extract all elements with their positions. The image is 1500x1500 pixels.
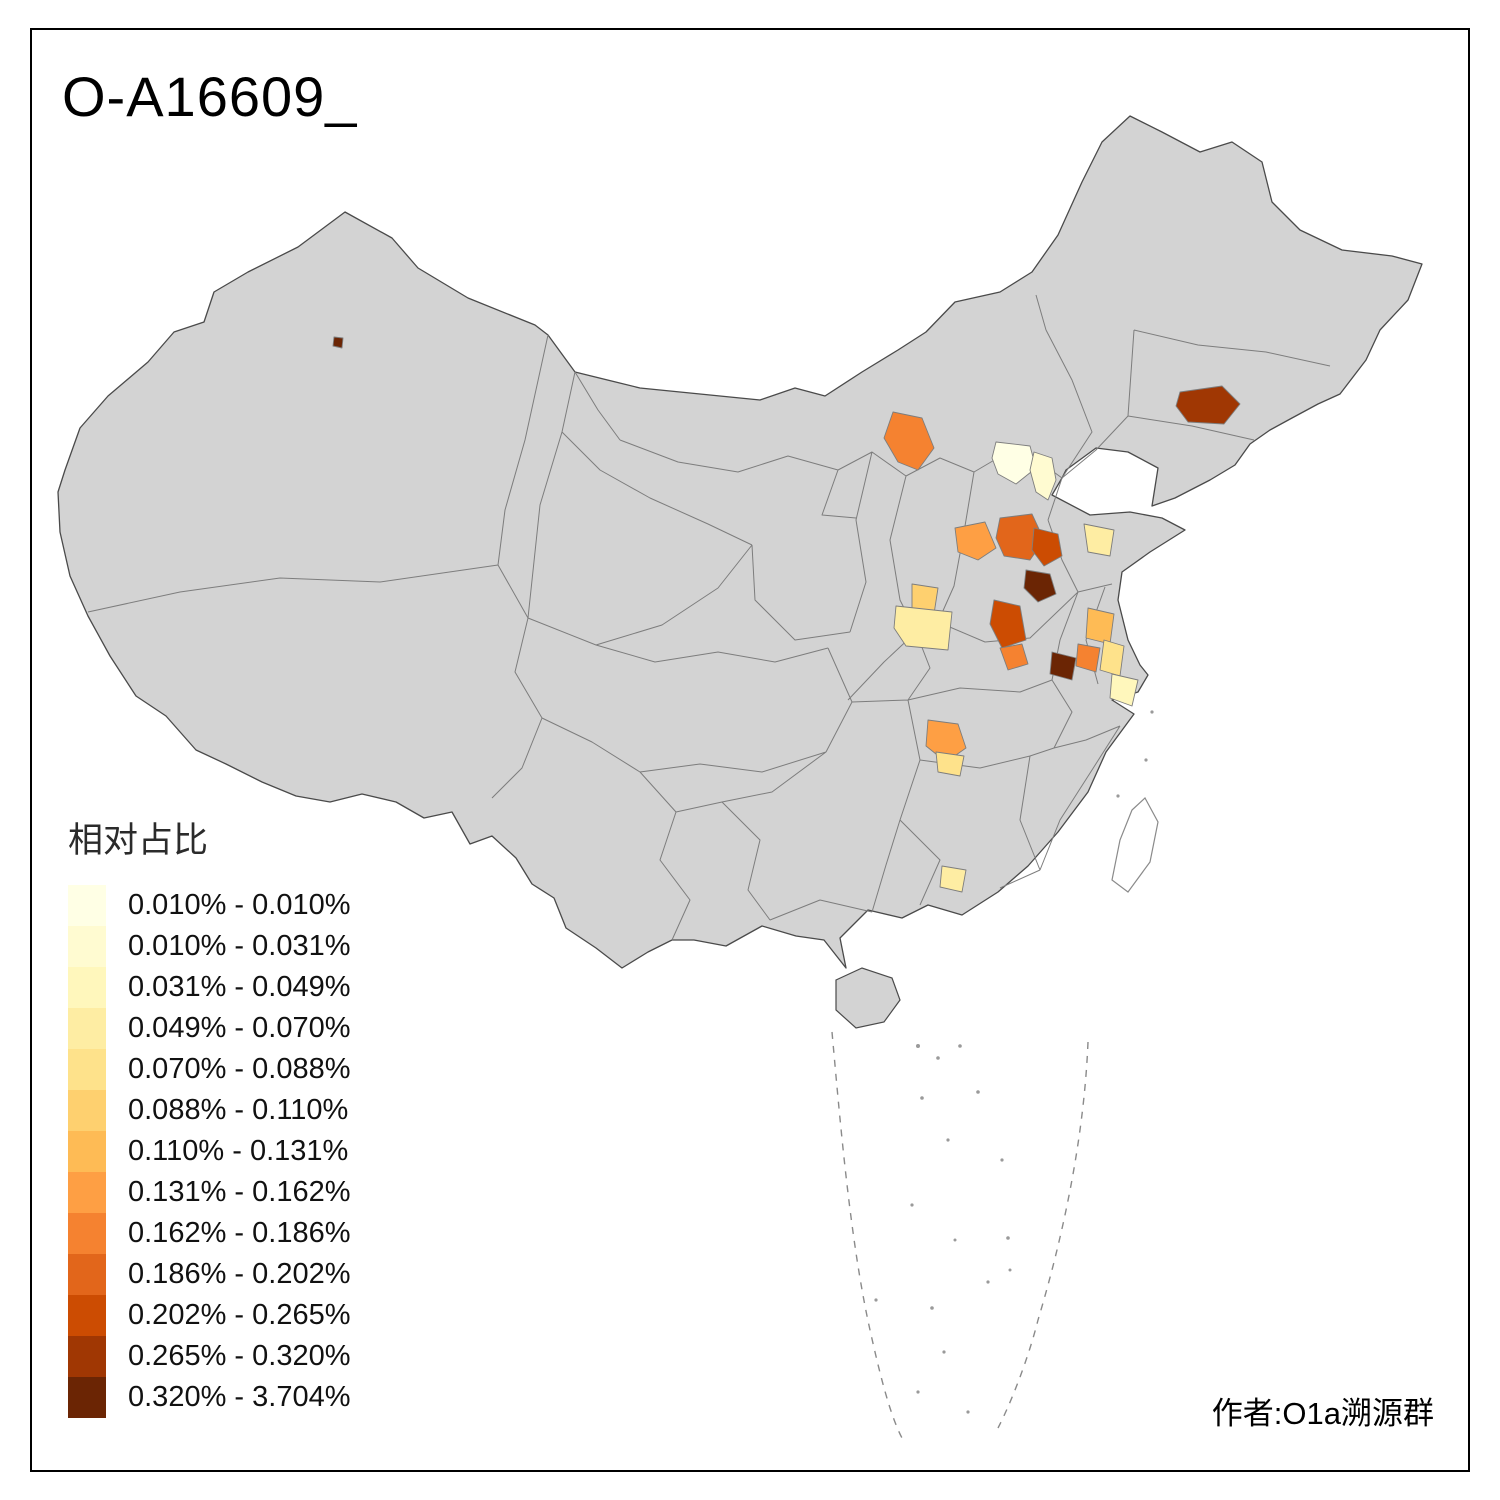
legend-swatch [68, 1336, 106, 1377]
region-beijing [991, 441, 1037, 485]
legend-swatch [68, 885, 106, 926]
legend-swatch [68, 967, 106, 1008]
legend-label: 0.010% - 0.031% [128, 930, 351, 962]
legend: 相对占比 0.010% - 0.010% 0.010% - 0.031% 0.031… [68, 812, 350, 1418]
taiwan-island [1111, 797, 1159, 893]
legend-swatch [68, 1049, 106, 1090]
legend-label: 0.186% - 0.202% [128, 1258, 351, 1290]
legend-swatch [68, 1213, 106, 1254]
south-china-sea-dashed-lines [831, 1031, 1089, 1439]
legend-item: 0.131% - 0.162% [68, 1172, 350, 1213]
legend-label: 0.162% - 0.186% [128, 1217, 351, 1249]
region-tianjin [1029, 451, 1057, 501]
legend-label: 0.202% - 0.265% [128, 1299, 351, 1331]
legend-swatch [68, 1131, 106, 1172]
legend-label: 0.110% - 0.131% [128, 1135, 349, 1167]
region-jilin-changchun [1175, 385, 1241, 425]
legend-label: 0.010% - 0.010% [128, 889, 351, 921]
legend-item: 0.049% - 0.070% [68, 1008, 350, 1049]
region-jiangsu-xuzhou [1085, 607, 1115, 645]
legend-label: 0.131% - 0.162% [128, 1176, 351, 1208]
region-anhui-north [1049, 651, 1077, 681]
legend-item: 0.265% - 0.320% [68, 1336, 350, 1377]
legend-swatch [68, 1008, 106, 1049]
highlighted-regions [332, 336, 1241, 893]
region-xinjiang-spot [332, 336, 344, 349]
small-islands [874, 710, 1154, 1414]
region-henan-zhengzhou [989, 599, 1027, 649]
legend-label: 0.320% - 3.704% [128, 1381, 351, 1413]
legend-item: 0.088% - 0.110% [68, 1090, 350, 1131]
region-shandong-west [1083, 523, 1115, 557]
legend-label: 0.265% - 0.320% [128, 1340, 351, 1372]
region-hunan-north [935, 751, 965, 777]
legend-title: 相对占比 [68, 821, 209, 860]
region-shanxi-west [954, 521, 997, 561]
legend-item: 0.186% - 0.202% [68, 1254, 350, 1295]
legend-label: 0.049% - 0.070% [128, 1012, 351, 1044]
legend-label: 0.070% - 0.088% [128, 1053, 351, 1085]
legend-item: 0.320% - 3.704% [68, 1377, 350, 1418]
legend-item: 0.070% - 0.088% [68, 1049, 350, 1090]
hainan-island [835, 967, 901, 1029]
region-jiangsu-coast [1099, 639, 1125, 677]
legend-swatch [68, 1295, 106, 1336]
legend-item: 0.010% - 0.031% [68, 926, 350, 967]
legend-swatch [68, 1377, 106, 1418]
legend-swatch [68, 1172, 106, 1213]
legend-swatch [68, 926, 106, 967]
legend-label: 0.031% - 0.049% [128, 971, 351, 1003]
legend-label: 0.088% - 0.110% [128, 1094, 349, 1126]
page-title: O-A16609_ [62, 65, 358, 128]
legend-item: 0.202% - 0.265% [68, 1295, 350, 1336]
china-mainland-shape [57, 115, 1423, 969]
region-guangdong-north [939, 865, 967, 893]
legend-item: 0.010% - 0.010% [68, 885, 350, 926]
region-nei-mongol-ulanqab [883, 411, 935, 471]
legend-swatch [68, 1254, 106, 1295]
region-hebei-shijiazhuang [1031, 527, 1063, 567]
region-shanghai-area [1109, 673, 1139, 707]
region-anhui-bengbu [1075, 643, 1101, 673]
region-henan-south [999, 643, 1029, 671]
legend-items: 0.010% - 0.010% 0.010% - 0.031% 0.031% - 0… [68, 885, 350, 1418]
region-shaanxi-guanzhong [893, 605, 953, 651]
legend-swatch [68, 1090, 106, 1131]
legend-item: 0.031% - 0.049% [68, 967, 350, 1008]
author-credit: 作者:O1a溯源群 [1211, 1396, 1434, 1431]
legend-item: 0.110% - 0.131% [68, 1131, 350, 1172]
legend-item: 0.162% - 0.186% [68, 1213, 350, 1254]
region-hebei-handan [1023, 569, 1057, 603]
